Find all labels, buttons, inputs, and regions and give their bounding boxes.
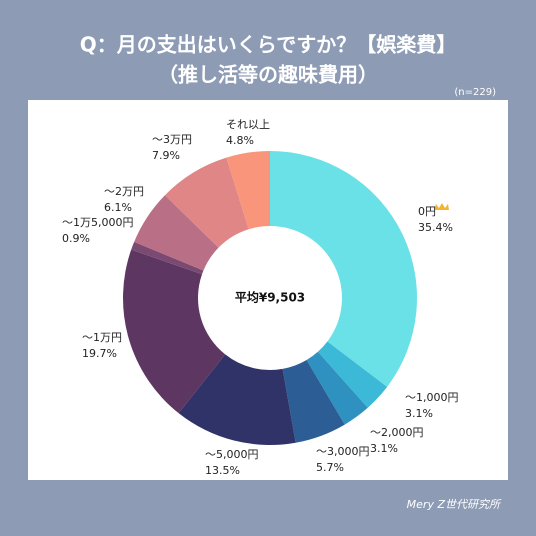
slice-value-label: 19.7% xyxy=(82,347,117,360)
donut-slice xyxy=(282,360,345,443)
donut-slice xyxy=(123,249,226,414)
slice-value-label: 3.1% xyxy=(370,442,398,455)
sample-note: (n=229) xyxy=(454,87,496,98)
chart-subtitle: （推し活等の趣味費用） xyxy=(158,63,378,87)
slice-category-label: ～2万円 xyxy=(104,185,144,198)
footer-logo: Mery Z世代研究所 xyxy=(407,498,502,511)
slice-category-label: ～3,000円 xyxy=(316,445,370,458)
slice-category-label: それ以上 xyxy=(226,118,270,131)
donut-slice xyxy=(270,151,417,387)
slice-value-label: 0.9% xyxy=(62,232,90,245)
slice-category-label: 0円 xyxy=(418,205,436,218)
donut-slice xyxy=(226,151,270,230)
slice-value-label: 6.1% xyxy=(104,201,132,214)
slice-value-label: 5.7% xyxy=(316,461,344,474)
donut-slice xyxy=(306,351,368,425)
slice-category-label: ～2,000円 xyxy=(370,426,424,439)
slice-category-label: ～3万円 xyxy=(152,133,192,146)
slice-value-label: 3.1% xyxy=(405,407,433,420)
donut-slice xyxy=(164,157,249,248)
center-label: 平均¥9,503 xyxy=(235,290,305,305)
slice-category-label: ～1,000円 xyxy=(405,391,459,404)
slice-category-label: ～1万5,000円 xyxy=(62,216,134,229)
slice-category-label: ～1万円 xyxy=(82,331,122,344)
crown-icon xyxy=(434,203,449,210)
donut-slice xyxy=(178,354,296,445)
slice-category-label: ～5,000円 xyxy=(205,448,259,461)
donut-slice xyxy=(131,241,204,275)
slice-value-label: 13.5% xyxy=(205,464,240,477)
slice-value-label: 35.4% xyxy=(418,221,453,234)
chart-title: Q：月の支出はいくらですか？【娯楽費】 xyxy=(80,33,456,57)
slice-value-label: 4.8% xyxy=(226,134,254,147)
slice-value-label: 7.9% xyxy=(152,149,180,162)
donut-slice xyxy=(317,341,388,408)
donut-slice xyxy=(134,195,219,271)
